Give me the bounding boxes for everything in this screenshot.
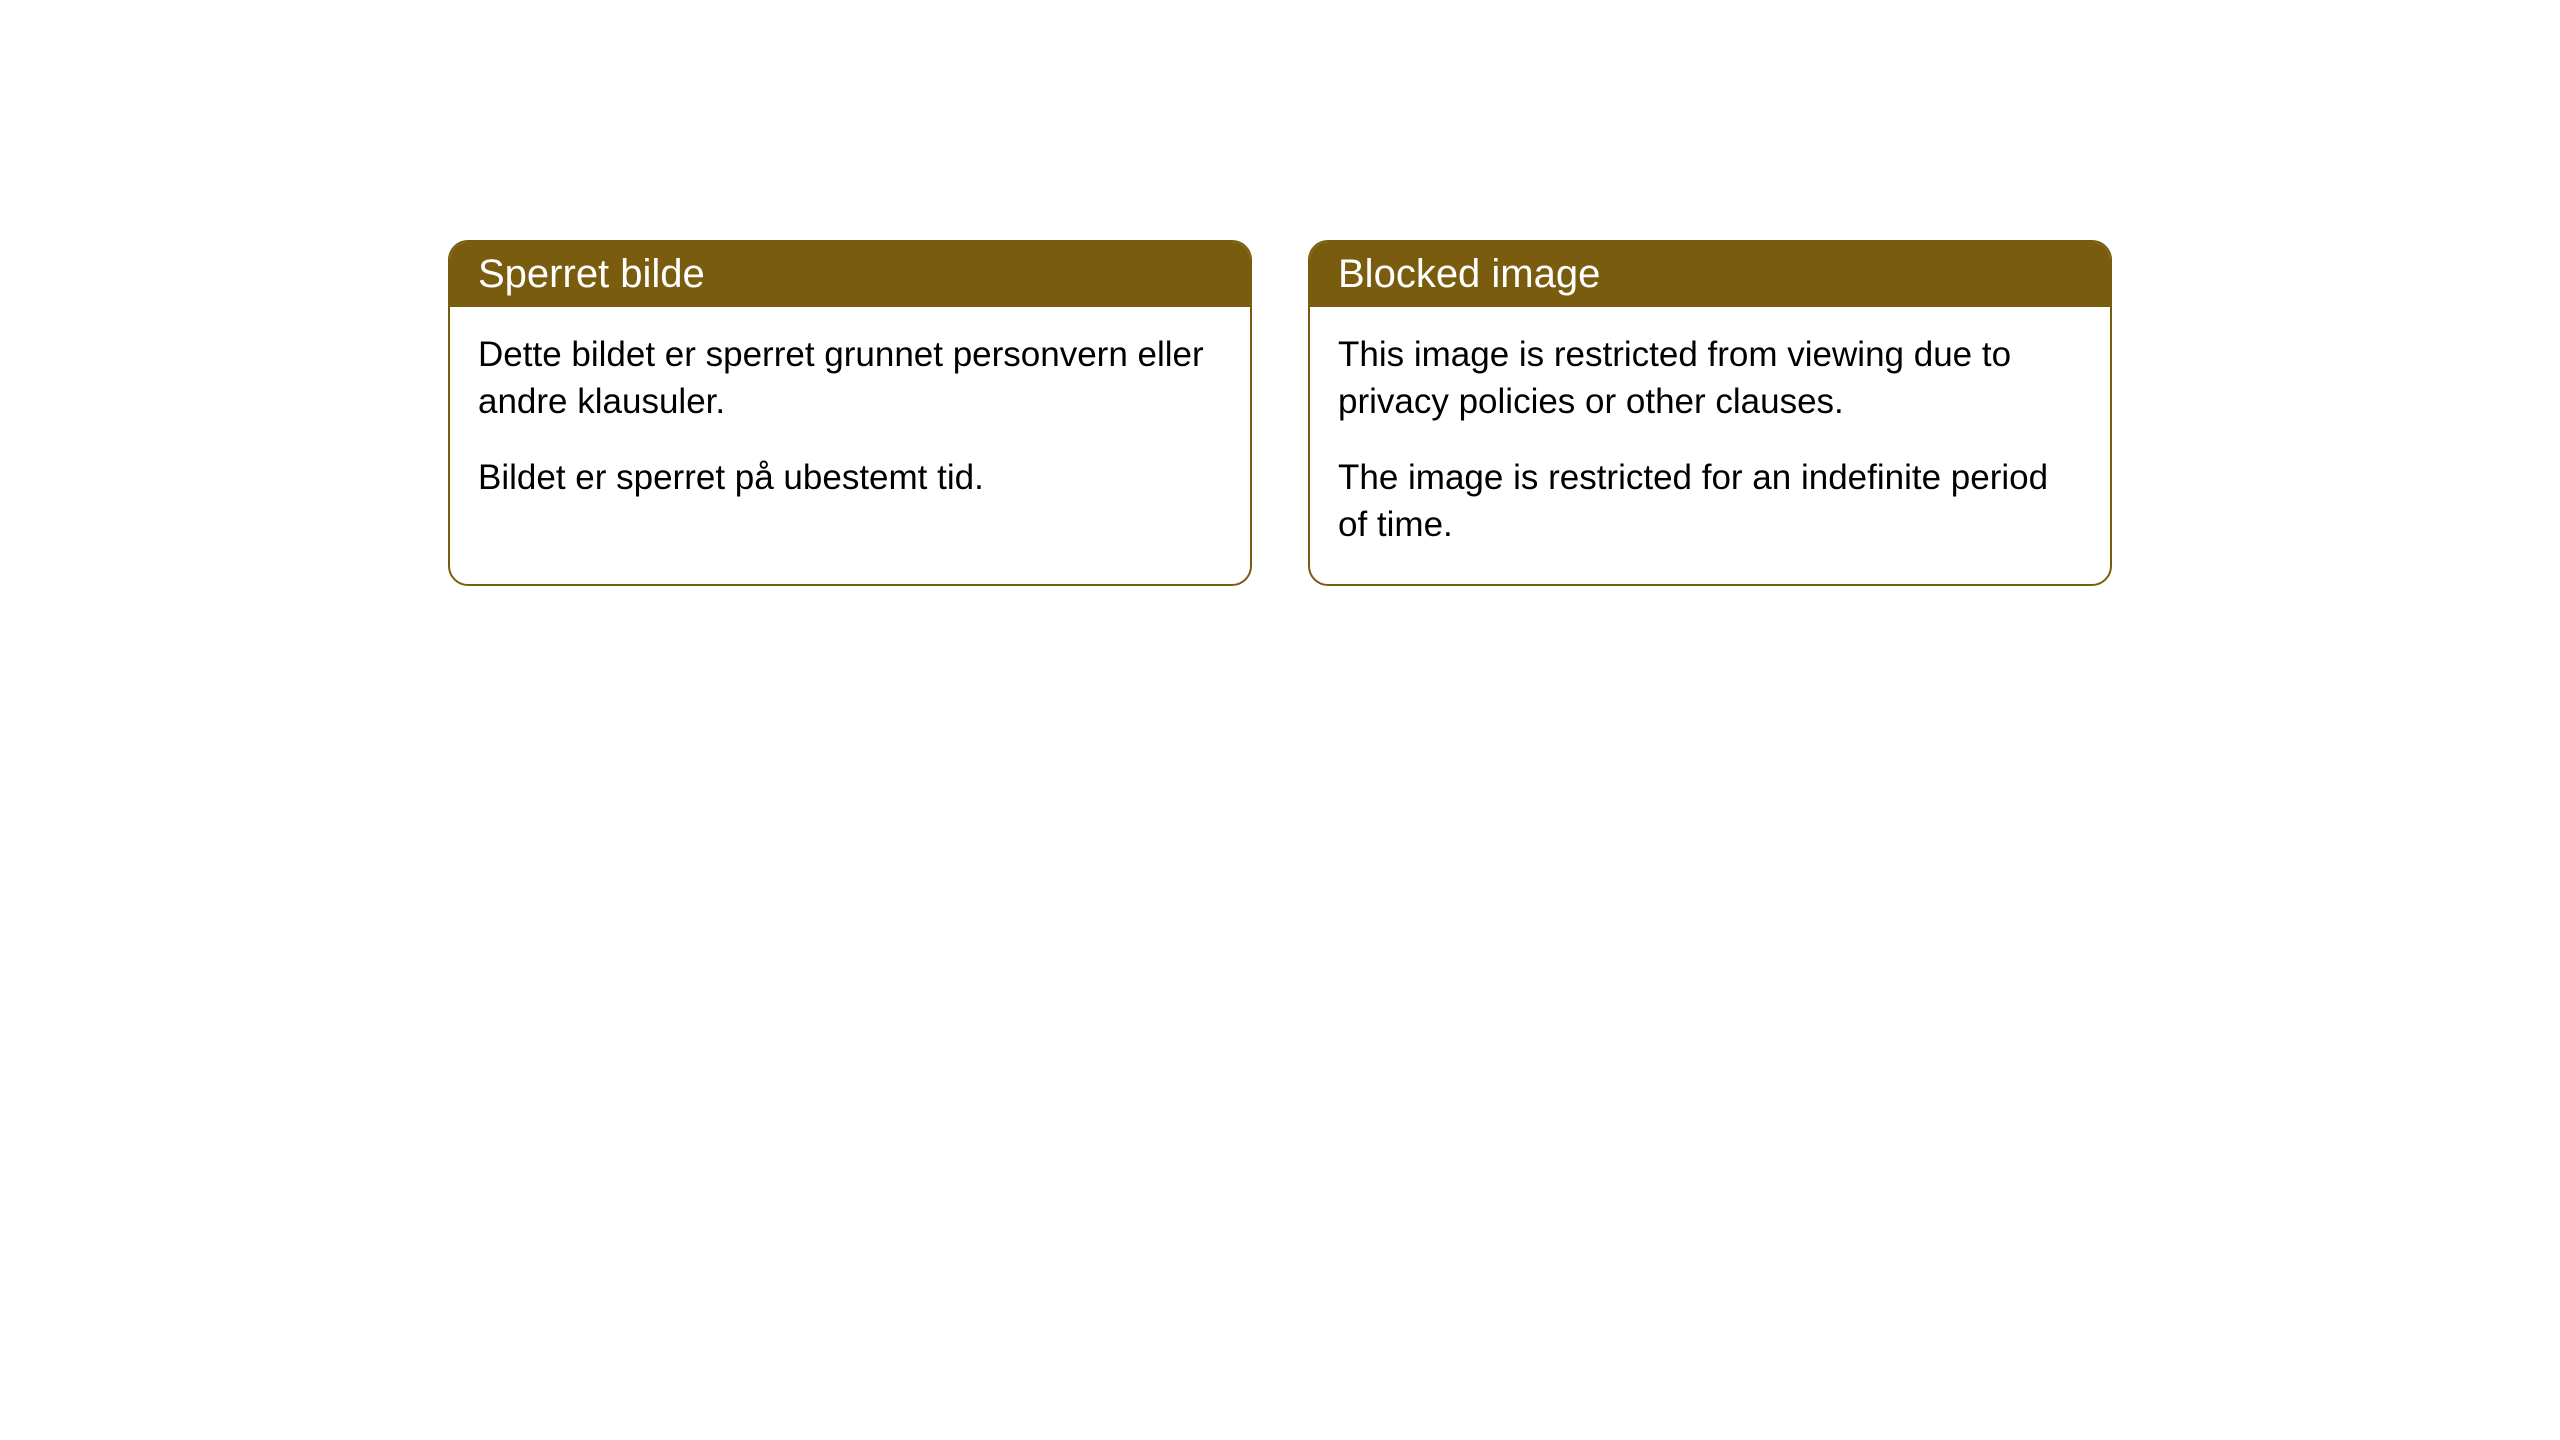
- card-paragraph: Bildet er sperret på ubestemt tid.: [478, 454, 1222, 501]
- card-paragraph: The image is restricted for an indefinit…: [1338, 454, 2082, 549]
- blocked-image-card-english: Blocked image This image is restricted f…: [1308, 240, 2112, 586]
- card-header: Blocked image: [1310, 242, 2110, 307]
- cards-container: Sperret bilde Dette bildet er sperret gr…: [448, 240, 2112, 586]
- card-title: Sperret bilde: [478, 252, 705, 296]
- card-title: Blocked image: [1338, 252, 1600, 296]
- card-paragraph: Dette bildet er sperret grunnet personve…: [478, 331, 1222, 426]
- blocked-image-card-norwegian: Sperret bilde Dette bildet er sperret gr…: [448, 240, 1252, 586]
- card-header: Sperret bilde: [450, 242, 1250, 307]
- card-body: Dette bildet er sperret grunnet personve…: [450, 307, 1250, 537]
- card-paragraph: This image is restricted from viewing du…: [1338, 331, 2082, 426]
- card-body: This image is restricted from viewing du…: [1310, 307, 2110, 584]
